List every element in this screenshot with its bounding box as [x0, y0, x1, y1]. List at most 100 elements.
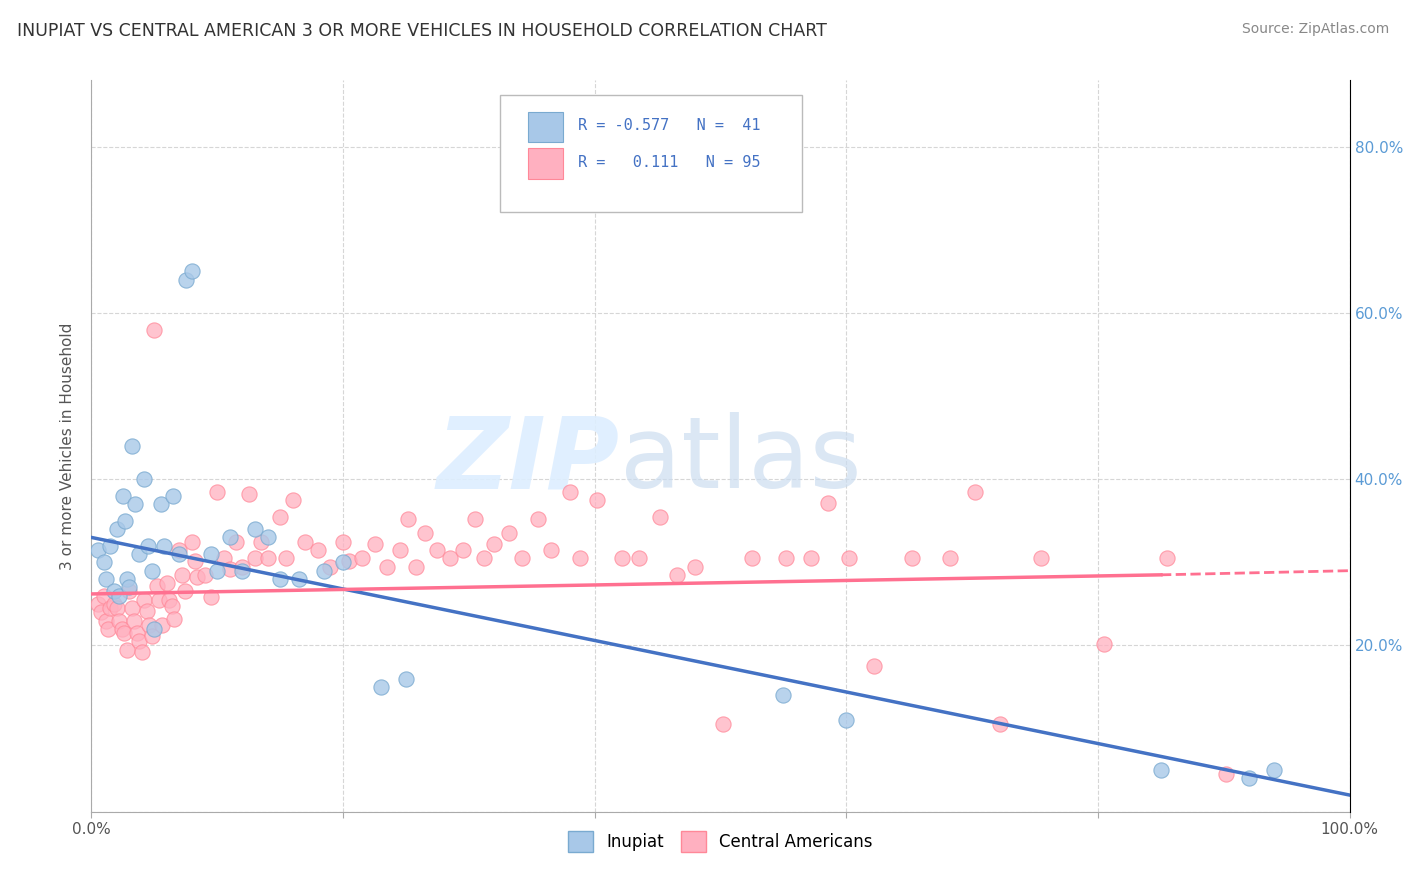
Point — [988, 717, 1011, 731]
Y-axis label: 3 or more Vehicles in Household: 3 or more Vehicles in Household — [60, 322, 76, 570]
Point — [218, 562, 240, 576]
Point — [86, 542, 108, 557]
Point — [200, 547, 222, 561]
Point — [143, 323, 166, 337]
Point — [482, 537, 505, 551]
Point — [863, 659, 886, 673]
Point — [307, 542, 329, 557]
Point — [464, 512, 486, 526]
Point — [1215, 767, 1237, 781]
Point — [835, 714, 858, 728]
Point — [93, 555, 115, 569]
Point — [388, 542, 411, 557]
Point — [141, 628, 163, 642]
Legend: Inupiat, Central Americans: Inupiat, Central Americans — [561, 824, 880, 858]
Point — [332, 555, 354, 569]
Point — [114, 514, 136, 528]
Point — [183, 554, 205, 568]
Point — [205, 484, 228, 499]
Point — [665, 567, 688, 582]
Point — [218, 530, 240, 544]
Point — [256, 551, 278, 566]
Point — [173, 584, 195, 599]
Point — [426, 542, 449, 557]
Point — [650, 509, 672, 524]
Point — [250, 534, 273, 549]
Point — [363, 537, 385, 551]
Point — [93, 589, 115, 603]
Point — [540, 542, 562, 557]
Point — [269, 509, 291, 524]
Point — [243, 522, 266, 536]
Point — [134, 472, 156, 486]
Point — [163, 612, 186, 626]
Point — [121, 601, 143, 615]
Point — [375, 559, 398, 574]
Text: atlas: atlas — [620, 412, 862, 509]
Point — [170, 567, 193, 582]
Point — [612, 551, 634, 566]
Point — [1156, 551, 1178, 566]
Point — [238, 487, 260, 501]
Text: R =   0.111   N = 95: R = 0.111 N = 95 — [578, 154, 761, 169]
Point — [838, 551, 860, 566]
Point — [136, 539, 159, 553]
Point — [118, 580, 141, 594]
Text: R = -0.577   N =  41: R = -0.577 N = 41 — [578, 118, 761, 133]
Point — [1092, 637, 1115, 651]
Point — [775, 551, 797, 566]
Point — [143, 622, 166, 636]
Point — [96, 572, 118, 586]
Point — [451, 542, 474, 557]
Point — [115, 642, 138, 657]
Point — [269, 572, 291, 586]
Point — [231, 559, 253, 574]
Point — [111, 489, 134, 503]
Point — [405, 559, 427, 574]
Text: ZIP: ZIP — [437, 412, 620, 509]
Text: INUPIAT VS CENTRAL AMERICAN 3 OR MORE VEHICLES IN HOUSEHOLD CORRELATION CHART: INUPIAT VS CENTRAL AMERICAN 3 OR MORE VE… — [17, 22, 827, 40]
Point — [118, 584, 141, 599]
Point — [156, 576, 179, 591]
Point — [276, 551, 298, 566]
Point — [146, 579, 169, 593]
Point — [439, 551, 461, 566]
Point — [281, 493, 304, 508]
FancyBboxPatch shape — [529, 148, 564, 179]
Point — [817, 495, 839, 509]
Point — [96, 614, 118, 628]
Point — [472, 551, 495, 566]
Point — [149, 497, 172, 511]
Point — [90, 605, 112, 619]
Text: Source: ZipAtlas.com: Source: ZipAtlas.com — [1241, 22, 1389, 37]
Point — [901, 551, 924, 566]
Point — [685, 559, 707, 574]
Point — [98, 539, 121, 553]
Point — [395, 672, 418, 686]
Point — [627, 551, 650, 566]
Point — [181, 534, 204, 549]
Point — [772, 689, 794, 703]
Point — [181, 264, 204, 278]
Point — [148, 592, 170, 607]
Point — [169, 547, 191, 561]
Point — [319, 559, 342, 574]
Point — [160, 599, 183, 613]
Point — [200, 591, 222, 605]
Point — [963, 484, 986, 499]
Point — [97, 622, 120, 636]
Point — [150, 617, 173, 632]
Point — [105, 601, 128, 615]
Point — [510, 551, 533, 566]
Point — [86, 597, 108, 611]
Point — [243, 551, 266, 566]
Point — [135, 603, 157, 617]
Point — [231, 564, 253, 578]
Point — [711, 717, 734, 731]
FancyBboxPatch shape — [529, 112, 564, 143]
Point — [370, 680, 392, 694]
Point — [125, 626, 148, 640]
Point — [398, 512, 420, 526]
Point — [498, 526, 520, 541]
Point — [134, 592, 156, 607]
